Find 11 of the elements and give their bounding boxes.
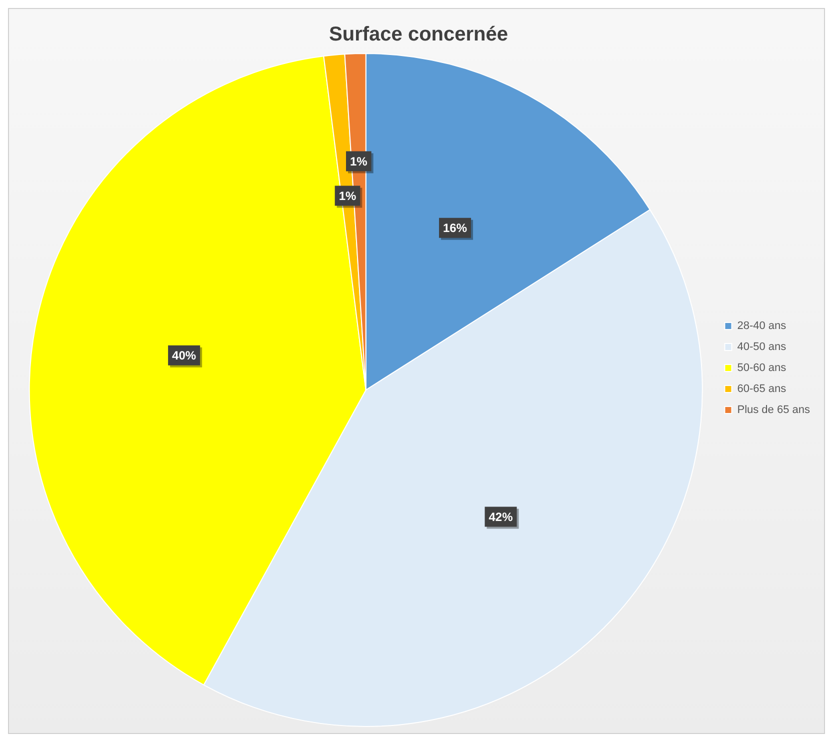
legend-label: 50-60 ans [737,362,787,374]
data-label: 1% [338,189,356,204]
chart-title: Surface concernée [329,24,508,46]
legend-label: 60-65 ans [737,383,787,396]
data-label: 1% [350,154,368,169]
data-label: 16% [443,221,468,236]
legend-label: Plus de 65 ans [737,404,810,416]
legend-label: 28-40 ans [737,320,787,332]
data-label: 40% [172,348,196,363]
data-label: 42% [488,510,514,524]
legend-label: 40-50 ans [737,341,787,354]
